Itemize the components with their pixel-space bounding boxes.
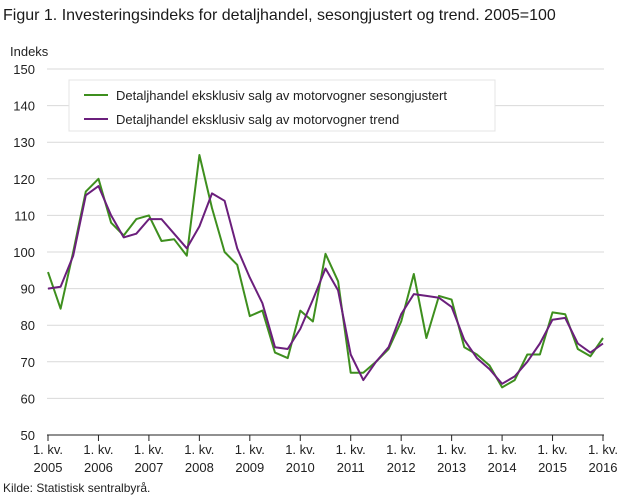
x-tick-label-quarter: 1. kv.: [588, 442, 618, 457]
y-tick-label: 110: [14, 208, 35, 223]
y-tick-label: 120: [13, 172, 35, 187]
x-tick-label-quarter: 1. kv.: [285, 442, 315, 457]
x-tick-label-year: 2015: [538, 460, 567, 475]
series-line-trend: [47, 185, 604, 385]
x-tick-label-quarter: 1. kv.: [33, 442, 63, 457]
y-tick-label: 80: [21, 318, 35, 333]
legend-label-trend: Detaljhandel eksklusiv salg av motorvogn…: [116, 112, 399, 127]
x-tick-label-year: 2007: [134, 460, 163, 475]
source-note: Kilde: Statistisk sentralbyrå.: [3, 481, 151, 495]
x-tick-label-year: 2011: [337, 460, 365, 475]
x-tick-label-quarter: 1. kv.: [487, 442, 517, 457]
x-axis-ticks: 1. kv. 2005 1. kv. 2006 1. kv. 2007 1. kv. 2008…: [33, 435, 618, 475]
x-tick-label-year: 2012: [387, 460, 416, 475]
series-line-seasonal: [47, 154, 604, 389]
y-tick-label: 70: [21, 355, 35, 370]
x-tick-label-quarter: 1. kv.: [336, 442, 366, 457]
x-tick-label-year: 2016: [589, 460, 618, 475]
y-tick-label: 60: [21, 391, 35, 406]
x-tick-label-year: 2010: [286, 460, 315, 475]
legend-box: [68, 79, 496, 132]
legend-label-seasonal: Detaljhandel eksklusiv salg av motorvogn…: [116, 88, 447, 103]
x-tick-label-quarter: 1. kv.: [437, 442, 467, 457]
x-tick-label-year: 2014: [488, 460, 517, 475]
x-tick-label-quarter: 1. kv.: [184, 442, 214, 457]
series-lines: [47, 154, 604, 389]
x-tick-label-year: 2009: [235, 460, 264, 475]
x-tick-label-year: 2008: [185, 460, 214, 475]
x-tick-label-year: 2005: [34, 460, 63, 475]
legend: Detaljhandel eksklusiv salg av motorvogn…: [68, 79, 496, 132]
x-tick-label-year: 2013: [437, 460, 466, 475]
chart-title: Figur 1. Investeringsindeks for detaljha…: [3, 7, 556, 24]
y-tick-label: 50: [21, 428, 35, 443]
x-tick-label-quarter: 1. kv.: [386, 442, 416, 457]
y-tick-label: 90: [21, 282, 35, 297]
x-tick-label-year: 2006: [84, 460, 113, 475]
x-tick-label-quarter: 1. kv.: [537, 442, 567, 457]
y-axis-ticks: 50 60 70 80 90 100 110 120 130 140 150: [13, 62, 35, 443]
y-tick-label: 130: [13, 135, 35, 150]
y-tick-label: 150: [13, 62, 35, 77]
y-tick-label: 140: [13, 99, 35, 114]
x-tick-label-quarter: 1. kv.: [134, 442, 164, 457]
y-axis-label: Indeks: [10, 44, 49, 59]
x-tick-label-quarter: 1. kv.: [83, 442, 113, 457]
y-tick-label: 100: [13, 245, 35, 260]
x-tick-label-quarter: 1. kv.: [235, 442, 265, 457]
